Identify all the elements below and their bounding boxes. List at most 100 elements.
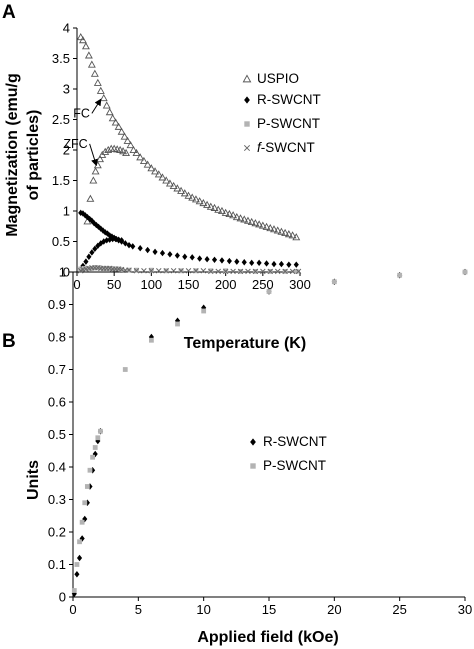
- panel-a-legend-marker-2: [244, 121, 250, 127]
- panel-a-series-0-point-22: [143, 160, 152, 168]
- panel-a-series-1-point-23: [145, 246, 151, 254]
- panel-a-series-0-point-65: [89, 176, 98, 184]
- panel-a-series-0-point-1: [78, 36, 87, 44]
- panel-a-series-0-point-41: [214, 205, 223, 213]
- panel-a-series-0-point-51: [251, 219, 260, 227]
- panel-a-legend-marker-3: [243, 144, 251, 152]
- panel-b-series-1-point-8: [92, 445, 98, 450]
- panel-a-series-3-point-20: [156, 268, 162, 274]
- panel-b-y-tick-label-2: 0.2: [48, 525, 66, 540]
- panel-a-series-2-point-4: [93, 265, 98, 271]
- panel-a-series-0-point-26: [158, 173, 167, 181]
- panel-a-series-0-point-70: [101, 147, 110, 155]
- panel-a-series-3-point-30: [230, 268, 236, 275]
- panel-b-x-tick-label-0: 0: [69, 602, 76, 617]
- panel-b-y-tick-label-8: 0.8: [48, 330, 66, 345]
- panel-a-series-0-point-55: [266, 223, 275, 232]
- panel-a-series-1-point-20: [126, 241, 132, 249]
- panel-a-series-0-point-5: [90, 69, 99, 77]
- panel-a-series-0-point-32: [180, 189, 189, 197]
- panel-b-legend-marker-1: [250, 463, 256, 469]
- panel-b-y-tick-label-3: 0.3: [48, 492, 66, 507]
- panel-a-series-0-point-59: [281, 228, 290, 236]
- panel-a-series-0-point-23: [147, 164, 156, 172]
- panel-a-series-0-point-50: [247, 217, 256, 225]
- panel-a-series-3-point-23: [178, 268, 184, 274]
- panel-b-series-0-point-1: [74, 571, 80, 578]
- panel-b-y-tick-label-0: 0: [59, 590, 66, 605]
- panel-a-series-1-point-51: [101, 238, 107, 245]
- panel-a-series-3-point-16: [126, 267, 132, 273]
- panel-a-series-1-point-7: [93, 221, 99, 229]
- panel-b-series-1-point-9: [95, 435, 101, 441]
- panel-b-series-1-point-0: [71, 588, 77, 593]
- panel-b-x-tick-label-6: 30: [458, 602, 472, 617]
- panel-a-series-0-point-40: [210, 203, 219, 211]
- panel-a-x-tick-label-4: 200: [215, 277, 237, 292]
- panel-a-series-1-point-36: [241, 259, 247, 266]
- panel-a-series-0-point-42: [217, 206, 226, 215]
- panel-a-legend-label-2: P-SWCNT: [257, 116, 320, 131]
- panel-b-series-1-point-3: [79, 519, 85, 525]
- panel-a-x-tick-label-5: 250: [252, 277, 274, 292]
- panel-a-series-1-point-57: [119, 237, 125, 244]
- panel-a-series-0-point-49: [244, 216, 252, 224]
- panel-a-y-tick-label-5: 2.5: [52, 112, 70, 127]
- panel-a-series-0-point-10: [105, 108, 114, 116]
- panel-a-series-0-point-14: [117, 127, 126, 135]
- panel-a-series-0-point-43: [221, 208, 230, 216]
- panel-a-series-0-point-8: [99, 94, 108, 102]
- panel-b-x-axis-label: Applied field (kOe): [197, 629, 338, 646]
- panel-a-series-3-point-39: [295, 268, 302, 275]
- panel-a-series-0-point-25: [154, 170, 163, 178]
- panel-a-series-1-point-27: [174, 252, 180, 259]
- panel-a-series-3-point-19: [148, 268, 155, 274]
- panel-b-y-tick-label-5: 0.5: [48, 427, 66, 442]
- panel-a-series-0-point-16: [123, 136, 132, 144]
- panel-a-axes: 0 50 100 150 200 250 300 0 0.5 1 1.5 2 2.5 3 3.5 4: [52, 21, 311, 293]
- panel-b-series-1-point-16: [331, 279, 337, 285]
- panel-b-x-tick-label-4: 20: [327, 602, 341, 617]
- panel-a-series-0-point-68: [96, 155, 105, 163]
- panel-a-series-1-point-31: [204, 255, 210, 263]
- panel-a-series-0-point-58: [277, 227, 286, 235]
- panel-a-series-0-point-56: [270, 225, 278, 233]
- panel-a-y-tick-label-8: 4: [63, 21, 70, 36]
- panel-a-series-2-point-2: [85, 265, 91, 271]
- panel-b-y-tick-label-1: 0.1: [48, 557, 66, 572]
- panel-a-series-1-point-33: [219, 257, 225, 264]
- panel-b-axes: 0 5 10 15 20 25 3000.10.20.30.40.50.60.70.80.9…: [48, 265, 472, 618]
- panel-b-y-tick-label-10: 1: [59, 265, 66, 280]
- panel-a-series-1-point-19: [122, 240, 128, 247]
- panel-a-series-1-point-1: [80, 210, 86, 217]
- panel-a-series-0-point-29: [169, 181, 178, 190]
- panel-b-x-tick-label-3: 15: [262, 602, 276, 617]
- panel-b-series-0: [71, 268, 468, 597]
- panel-a-series-1-point-54: [110, 235, 116, 243]
- panel-a-series-1-point-47: [89, 249, 95, 256]
- panel-a-series-3-point-32: [245, 268, 251, 275]
- panel-a-series-0-point-77: [122, 148, 131, 157]
- panel-a-series-0: [76, 33, 301, 241]
- panel-a-series-1-point-13: [107, 232, 113, 239]
- panel-b-x-tick-label-1: 5: [135, 602, 142, 617]
- panel-a-series-3-point-37: [282, 268, 288, 275]
- panel-b-y-tick-label-6: 0.6: [48, 395, 66, 410]
- panel-a-series-0-point-57: [273, 226, 282, 234]
- panel-a-series-1-point-9: [98, 225, 104, 232]
- panel-a-series-2-point-24: [293, 268, 299, 274]
- panel-a-series-2-point-0: [78, 266, 84, 272]
- panel-a-series-2-point-5: [96, 265, 102, 271]
- panel-b-series-1-point-15: [266, 289, 272, 294]
- panel-a-series-1-point-37: [249, 259, 255, 267]
- panel-a-series-0-point-6: [93, 78, 102, 86]
- panel-a-series-0-point-33: [184, 191, 193, 199]
- panel-a-series-0-point-18: [129, 145, 138, 154]
- panel-a-series-0-point-61: [288, 231, 297, 239]
- panel-a-series-3-point-17: [133, 268, 140, 274]
- panel-b: B 0 5 10 15 20 25 3000.10.20.30.40.50.60.70.80…: [2, 265, 472, 647]
- panel-a-series-0-point-2: [81, 42, 90, 50]
- panel-a-series-1-point-48: [92, 245, 98, 253]
- panel-a-y-tick-label-6: 3: [63, 82, 70, 97]
